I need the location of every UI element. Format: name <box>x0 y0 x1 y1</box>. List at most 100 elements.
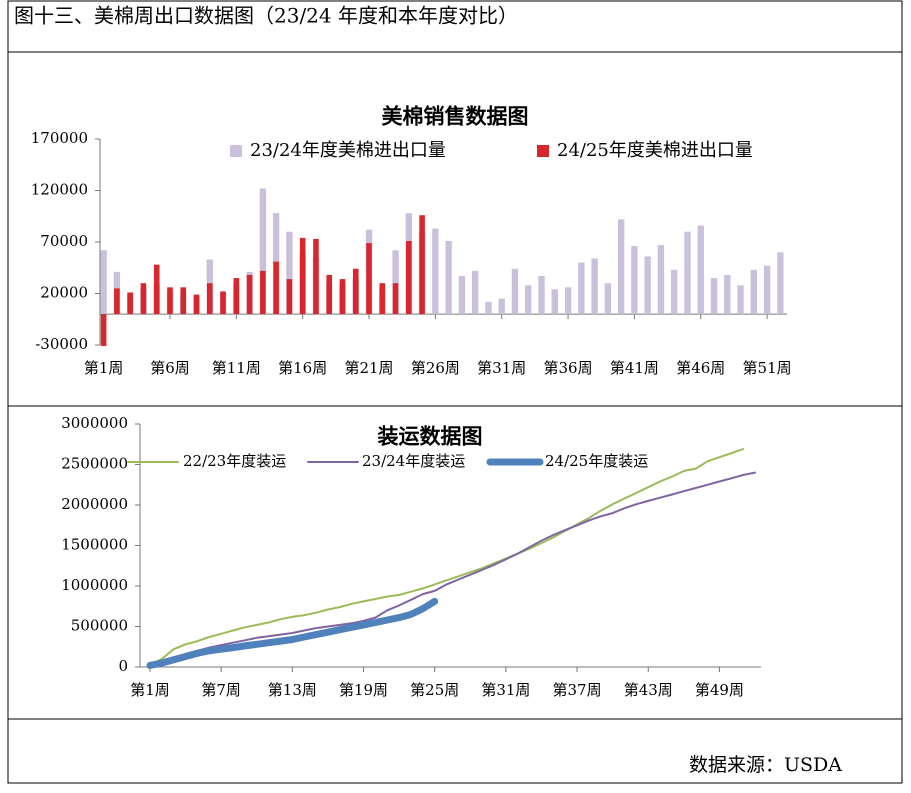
x-tick-label: 第6周 <box>150 359 190 377</box>
bar <box>259 188 267 315</box>
y-tick-label: 70000 <box>40 232 88 250</box>
x-tick-label: 第1周 <box>130 681 170 699</box>
x-tick-label: 第1周 <box>84 359 124 377</box>
bar <box>379 283 386 315</box>
bar <box>631 246 638 315</box>
bar <box>392 250 399 315</box>
bar <box>180 287 187 315</box>
bar <box>313 238 319 315</box>
bar <box>657 245 665 315</box>
bar <box>366 243 372 315</box>
bar <box>644 256 651 315</box>
legend-label: 22/23年度装运 <box>183 452 286 470</box>
y-tick-label: 3000000 <box>61 414 128 432</box>
x-tick-label: 第31周 <box>477 359 526 377</box>
bar <box>286 231 293 315</box>
y-tick-label: 1000000 <box>61 576 128 594</box>
bar <box>763 265 771 315</box>
y-tick-label: 120000 <box>31 181 88 199</box>
bar <box>737 285 744 315</box>
y-tick-label: 2000000 <box>61 495 128 513</box>
y-tick-label: 500000 <box>71 617 128 635</box>
bar <box>339 279 346 315</box>
y-tick-label: 20000 <box>40 284 88 302</box>
bar <box>286 279 293 315</box>
bar <box>114 288 120 315</box>
bar <box>697 225 704 315</box>
x-tick-label: 第21周 <box>344 359 393 377</box>
bar <box>207 283 213 315</box>
x-tick-label: 第19周 <box>339 681 388 699</box>
y-tick-label: 170000 <box>31 129 88 147</box>
legend-label: 24/25年度装运 <box>545 452 648 470</box>
x-tick-label: 第25周 <box>410 681 459 699</box>
bar <box>591 258 598 315</box>
bar <box>551 289 558 315</box>
x-tick-label: 第46周 <box>676 359 725 377</box>
x-tick-label: 第31周 <box>481 681 530 699</box>
x-tick-label: 第11周 <box>212 359 261 377</box>
bar <box>233 278 240 315</box>
bar <box>538 275 545 315</box>
bar <box>419 215 425 315</box>
x-tick-label: 第36周 <box>544 359 593 377</box>
y-tick-label: 0 <box>118 657 128 675</box>
bar <box>724 274 731 315</box>
bar <box>167 287 173 315</box>
x-tick-label: 第43周 <box>624 681 673 699</box>
bar <box>750 269 758 315</box>
bar <box>273 261 279 315</box>
bar <box>352 268 359 315</box>
y-tick-label: 1500000 <box>61 536 128 554</box>
bar <box>458 275 466 315</box>
bar <box>564 287 572 315</box>
bar <box>153 264 160 315</box>
x-tick-label: 第26周 <box>411 359 460 377</box>
bar <box>392 283 399 315</box>
y-tick-label: 2500000 <box>61 455 128 473</box>
bar <box>406 240 412 315</box>
x-tick-label: 第37周 <box>553 681 602 699</box>
source-note: 数据来源：USDA <box>689 754 842 776</box>
bar <box>617 219 625 315</box>
bar <box>684 231 691 315</box>
bar <box>127 292 133 315</box>
bar <box>498 298 505 315</box>
legend-label: 23/24年度装运 <box>362 452 465 470</box>
legend-label: 23/24年度美棉进出口量 <box>250 140 446 161</box>
legend-label: 24/25年度美棉进出口量 <box>557 140 753 161</box>
x-tick-label: 第7周 <box>201 681 241 699</box>
bar <box>604 283 612 315</box>
x-tick-label: 第16周 <box>278 359 327 377</box>
legend-swatch <box>537 145 549 157</box>
legend-swatch <box>230 145 242 157</box>
bar <box>220 291 226 315</box>
bar <box>100 250 107 315</box>
bar <box>445 240 452 315</box>
x-tick-label: 第13周 <box>268 681 317 699</box>
series-line <box>149 448 745 666</box>
bar <box>511 268 519 315</box>
y-tick-label: -30000 <box>35 335 88 353</box>
chart-title: 装运数据图 <box>378 424 483 449</box>
bar <box>326 274 332 315</box>
series-line <box>149 471 756 666</box>
chart-title: 美棉销售数据图 <box>382 104 529 129</box>
bar <box>140 283 147 315</box>
page-title: 图十三、美棉周出口数据图（23/24 年度和本年度对比） <box>14 4 518 28</box>
series-line <box>146 597 439 669</box>
page-frame <box>7 0 903 784</box>
x-tick-label: 第51周 <box>743 359 792 377</box>
bar <box>432 228 439 315</box>
bar <box>671 269 678 315</box>
bar <box>578 262 585 315</box>
x-tick-label: 第49周 <box>695 681 744 699</box>
bar <box>525 285 532 315</box>
bar <box>246 274 253 315</box>
bar <box>777 252 784 315</box>
x-tick-label: 第41周 <box>610 359 659 377</box>
bar <box>260 270 266 315</box>
bar <box>193 294 200 315</box>
bar <box>299 237 306 315</box>
